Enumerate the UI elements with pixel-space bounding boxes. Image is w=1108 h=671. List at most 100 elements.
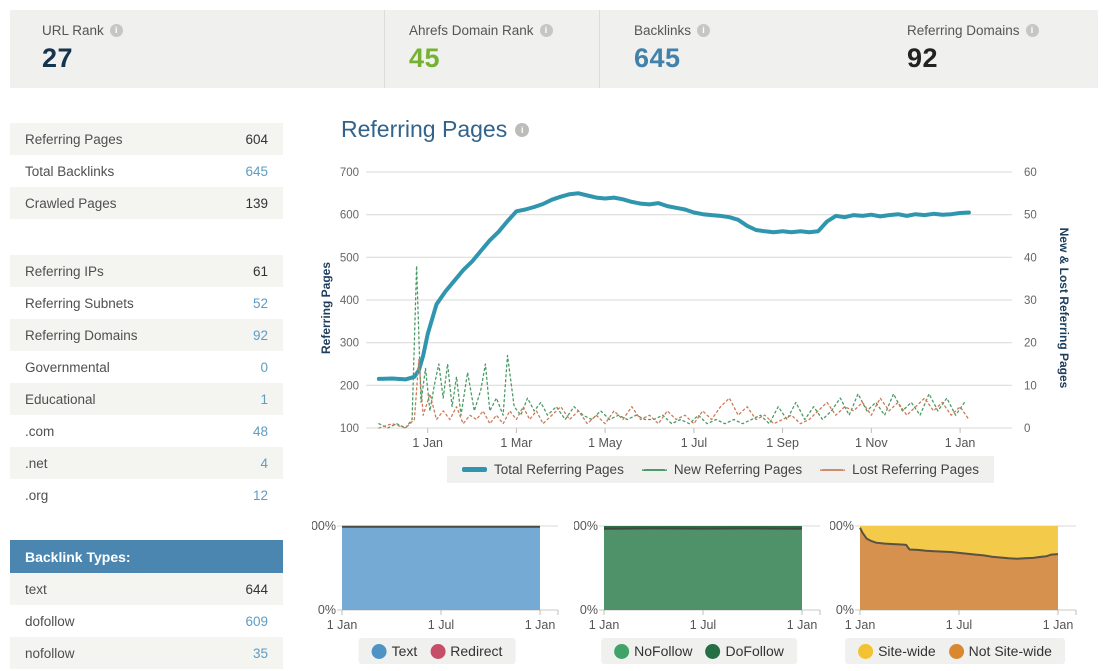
svg-text:1 Jan: 1 Jan (845, 618, 876, 631)
row-value[interactable]: 645 (245, 163, 268, 179)
svg-text:1 Jan: 1 Jan (589, 618, 620, 631)
svg-text:700: 700 (340, 167, 359, 179)
row-value[interactable]: 92 (252, 327, 268, 343)
legend-item[interactable]: Not Site-wide (948, 643, 1052, 659)
svg-text:1 Nov: 1 Nov (855, 436, 888, 450)
svg-text:1 Jul: 1 Jul (428, 618, 454, 631)
svg-text:100%: 100% (312, 519, 336, 533)
row-value: 139 (245, 195, 268, 211)
table-row: Educational 1 (10, 383, 283, 415)
info-icon[interactable] (515, 122, 530, 137)
backlink-types-table: text 644 dofollow 609 nofollow 35 (10, 573, 283, 669)
row-value[interactable]: 609 (245, 613, 268, 629)
row-value[interactable]: 35 (252, 645, 268, 661)
page-title: Referring Pages (341, 116, 530, 143)
info-icon[interactable] (109, 24, 123, 37)
metric-tile: URL Rank 27 (10, 10, 385, 88)
legend-item[interactable]: Redirect (430, 643, 502, 659)
chart-legend: NoFollow DoFollow (601, 638, 797, 664)
metric-label: Referring Domains (907, 23, 1039, 38)
metric-value: 27 (42, 43, 74, 73)
row-value[interactable]: 12 (252, 487, 268, 503)
legend-label: Lost Referring Pages (852, 462, 979, 477)
metric-tile: Backlinks 645 (600, 10, 890, 88)
summary-table: Referring Pages 604 Total Backlinks 645 … (10, 123, 283, 511)
svg-text:50: 50 (1024, 210, 1037, 222)
svg-text:100%: 100% (830, 519, 854, 533)
row-value: 644 (245, 581, 268, 597)
row-value[interactable]: 1 (260, 391, 268, 407)
legend-item[interactable]: Lost Referring Pages (820, 462, 979, 477)
row-label: .com (25, 423, 55, 439)
row-value[interactable]: 52 (252, 295, 268, 311)
legend-label: Not Site-wide (968, 643, 1052, 659)
svg-text:100: 100 (340, 423, 359, 435)
svg-text:1 May: 1 May (588, 436, 623, 450)
table-row: Referring Subnets 52 (10, 287, 283, 319)
legend-label: New Referring Pages (673, 462, 803, 477)
table-row: .org 12 (10, 479, 283, 511)
legend-item[interactable]: New Referring Pages (641, 462, 803, 477)
svg-text:1 Jan: 1 Jan (412, 436, 443, 450)
row-label: Referring Pages (25, 131, 123, 147)
legend-swatch-icon (641, 468, 667, 471)
metric-value: 645 (634, 43, 681, 73)
svg-text:600: 600 (340, 210, 359, 222)
row-label: text (25, 581, 47, 597)
svg-text:Referring Pages: Referring Pages (319, 262, 333, 354)
row-value[interactable]: 4 (260, 455, 268, 471)
svg-text:1 Jan: 1 Jan (327, 618, 358, 631)
chart-legend: Total Referring Pages New Referring Page… (447, 456, 994, 483)
legend-label: Redirect (450, 643, 503, 659)
svg-text:1 Jul: 1 Jul (690, 618, 716, 631)
svg-text:60: 60 (1024, 167, 1037, 179)
legend-dot-icon (705, 643, 721, 659)
legend-dot-icon (858, 643, 874, 659)
row-label: Total Backlinks (25, 163, 115, 179)
referring-pages-chart[interactable]: 700 600 500 400 300 200 100 60 50 40 30 20 10 0 1 Jan 1… (318, 158, 1078, 458)
info-icon[interactable] (697, 24, 711, 37)
legend-label: NoFollow (634, 643, 693, 659)
row-value[interactable]: 0 (260, 359, 268, 375)
legend-label: Total Referring Pages (494, 462, 624, 477)
legend-item[interactable]: Site-wide (858, 643, 936, 659)
svg-text:1 Jan: 1 Jan (787, 618, 818, 631)
svg-text:400: 400 (340, 295, 359, 307)
table-row: Total Backlinks 645 (10, 155, 283, 187)
metric-label: URL Rank (42, 23, 384, 38)
row-label: nofollow (25, 645, 75, 661)
table-row: Governmental 0 (10, 351, 283, 383)
table-row: Referring IPs 61 (10, 255, 283, 287)
row-value[interactable]: 48 (252, 423, 268, 439)
row-label: .net (25, 455, 48, 471)
svg-text:0: 0 (1024, 423, 1030, 435)
legend-item[interactable]: DoFollow (705, 643, 784, 659)
svg-text:1 Jan: 1 Jan (945, 436, 976, 450)
legend-label: DoFollow (725, 643, 784, 659)
legend-dot-icon (614, 643, 630, 659)
table-row: Referring Pages 604 (10, 123, 283, 155)
metric-label: Backlinks (634, 23, 890, 38)
svg-text:200: 200 (340, 380, 359, 392)
backlink-types-header: Backlink Types: (10, 540, 283, 573)
table-row (10, 219, 283, 255)
legend-item[interactable]: Text (371, 643, 417, 659)
svg-text:100%: 100% (574, 519, 598, 533)
metric-tile: Ahrefs Domain Rank 45 (385, 10, 600, 88)
row-label: Referring Subnets (25, 295, 134, 311)
legend-item[interactable]: Total Referring Pages (462, 462, 624, 477)
metric-value: 45 (409, 43, 441, 73)
info-icon[interactable] (1025, 24, 1039, 37)
row-label: Governmental (25, 359, 110, 375)
metric-label-text: URL Rank (42, 23, 104, 38)
svg-text:0%: 0% (580, 603, 598, 617)
page-title-text: Referring Pages (341, 116, 508, 142)
legend-item[interactable]: NoFollow (614, 643, 693, 659)
info-icon[interactable] (539, 24, 553, 37)
svg-text:1 Mar: 1 Mar (500, 436, 532, 450)
table-row: dofollow 609 (10, 605, 283, 637)
